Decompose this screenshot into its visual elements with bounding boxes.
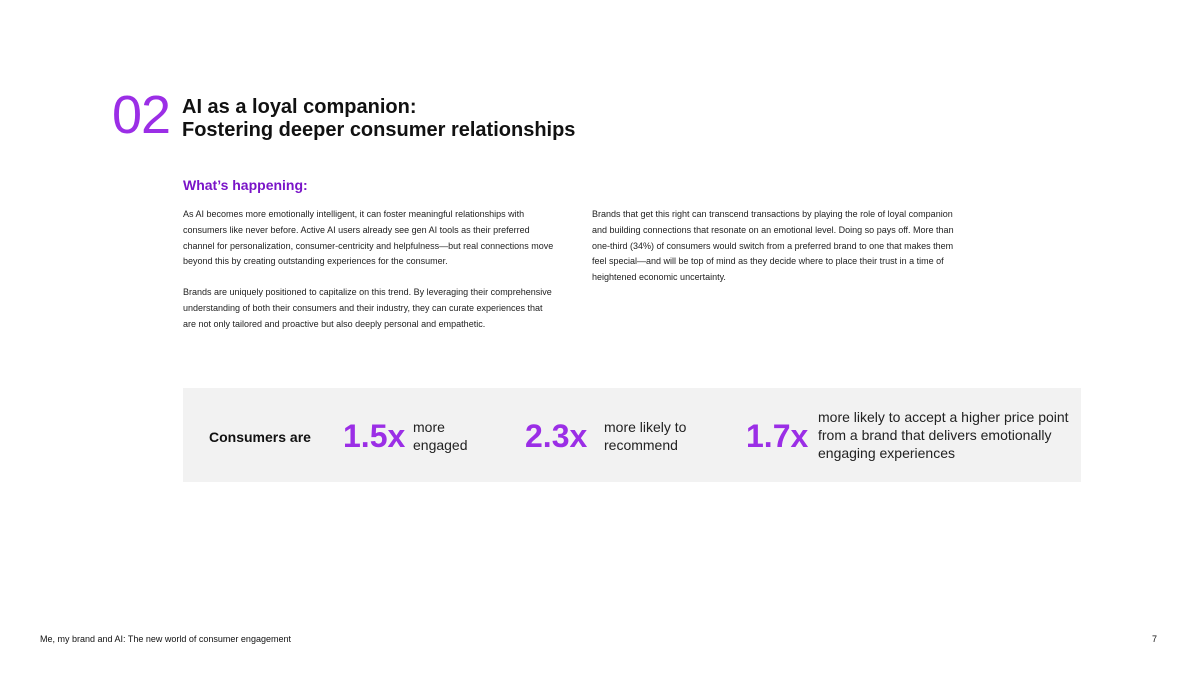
footer-title: Me, my brand and AI: The new world of co…	[40, 634, 291, 644]
stats-panel: Consumers are 1.5x more engaged 2.3x mor…	[183, 388, 1081, 482]
stats-label: Consumers are	[209, 429, 311, 445]
stat-desc-recommend: more likely to recommend	[604, 419, 687, 453]
stat-value-recommend: 2.3x	[525, 418, 588, 454]
section-number: 02	[112, 85, 171, 145]
left-column: As AI becomes more emotionally intellige…	[183, 207, 555, 348]
page-title: AI as a loyal companion: Fostering deepe…	[182, 96, 575, 142]
right-column: Brands that get this right can transcend…	[592, 207, 954, 301]
section-subhead: What’s happening:	[183, 177, 308, 193]
stat-value-engaged: 1.5x	[343, 418, 406, 454]
paragraph: Brands that get this right can transcend…	[592, 209, 954, 283]
stat-value-price: 1.7x	[746, 418, 809, 454]
paragraph: Brands are uniquely positioned to capita…	[183, 287, 552, 329]
page-number: 7	[1152, 634, 1158, 644]
paragraph: As AI becomes more emotionally intellige…	[183, 209, 554, 267]
title-line-2: Fostering deeper consumer relationships	[182, 119, 576, 141]
stat-desc-engaged: more engaged	[413, 419, 468, 453]
title-line-1: AI as a loyal companion:	[182, 96, 417, 118]
stat-desc-price: more likely to accept a higher price poi…	[818, 409, 1069, 461]
